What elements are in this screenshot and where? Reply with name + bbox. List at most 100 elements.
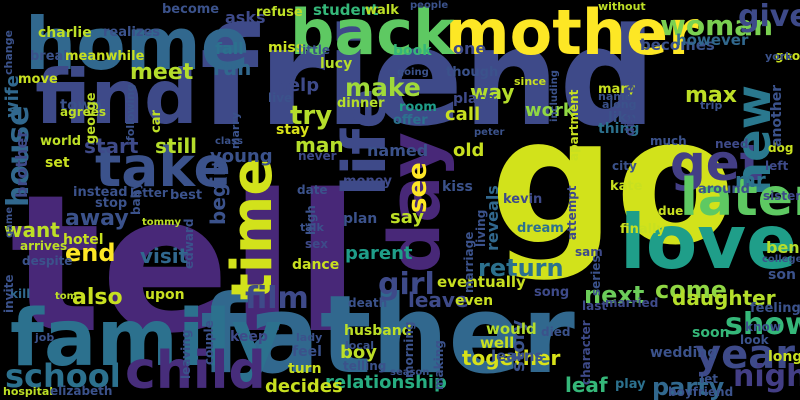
word-son: son bbox=[768, 267, 796, 283]
word-keep: keep bbox=[230, 329, 268, 345]
word-refuse: refuse bbox=[256, 5, 303, 20]
word-finally: finally bbox=[620, 222, 666, 237]
word-invite: invite bbox=[2, 274, 16, 313]
word-place: place bbox=[453, 91, 496, 107]
word-wedding: wedding bbox=[650, 345, 718, 361]
word-apartment: apartment bbox=[567, 89, 581, 161]
word-fall: fall bbox=[215, 39, 244, 58]
word-like: like bbox=[608, 110, 637, 126]
word-next: next bbox=[584, 281, 645, 309]
word-eventually: eventually bbox=[437, 273, 526, 291]
word-people: people bbox=[410, 0, 449, 11]
word-give: give bbox=[738, 0, 800, 34]
word-tell: tell bbox=[10, 154, 360, 375]
word-lady: lady bbox=[296, 331, 323, 344]
word-high: high bbox=[304, 205, 318, 235]
word-move: move bbox=[18, 72, 58, 87]
word-take: take bbox=[95, 135, 231, 199]
word-stop: stop bbox=[95, 196, 128, 211]
word-let: let bbox=[700, 372, 718, 386]
word-marry: marry bbox=[229, 112, 242, 149]
word-brother: brother bbox=[12, 129, 31, 198]
word-year: year bbox=[695, 332, 795, 378]
word-kevin: kevin bbox=[503, 192, 543, 207]
word-living: living bbox=[474, 209, 488, 247]
word-best: best bbox=[170, 188, 203, 203]
word-meanwhile: meanwhile bbox=[65, 49, 145, 64]
word-peter: peter bbox=[474, 127, 505, 138]
word-world: world bbox=[40, 134, 82, 149]
word-local: local bbox=[345, 339, 375, 352]
word-death: death bbox=[348, 296, 388, 310]
word-york: york bbox=[765, 50, 793, 63]
word-another: another bbox=[769, 84, 785, 147]
word-couple: couple bbox=[202, 320, 216, 365]
word-long: long bbox=[768, 349, 800, 365]
word-job: job bbox=[35, 331, 55, 344]
word-friend: friend bbox=[200, 0, 656, 156]
word-school: school bbox=[5, 357, 121, 395]
word-call: call bbox=[445, 104, 481, 125]
word-along: along bbox=[602, 98, 637, 111]
word-agrees: agrees bbox=[60, 105, 107, 119]
word-kate: kate bbox=[610, 179, 643, 194]
word-set: set bbox=[45, 155, 70, 171]
word-dog: dog bbox=[768, 141, 794, 155]
word-hospital: hospital bbox=[3, 385, 54, 398]
word-feel: feel bbox=[292, 344, 322, 360]
word-still: still bbox=[155, 134, 198, 158]
word-say: say bbox=[390, 207, 425, 228]
word-around: around bbox=[698, 182, 750, 197]
word-boy: boy bbox=[340, 342, 377, 363]
word-college: college bbox=[762, 254, 800, 265]
word-meet: meet bbox=[130, 60, 194, 85]
word-end: end bbox=[65, 239, 116, 267]
word-come: come bbox=[655, 276, 727, 304]
word-parent: parent bbox=[345, 243, 413, 264]
word-making: making bbox=[432, 340, 446, 390]
word-ben: ben bbox=[766, 238, 800, 257]
word-live: live bbox=[268, 91, 293, 105]
word-get: get bbox=[670, 134, 764, 192]
word-one: one bbox=[453, 39, 487, 58]
word-though: though bbox=[446, 65, 499, 80]
word-name: name bbox=[598, 90, 633, 103]
word-student: student bbox=[313, 1, 379, 19]
word-book: book bbox=[393, 43, 432, 59]
word-family: family bbox=[10, 294, 283, 384]
word-become: become bbox=[162, 2, 220, 17]
word-character: character bbox=[579, 320, 593, 385]
word-date: date bbox=[297, 183, 328, 197]
word-elizabeth: elizabeth bbox=[50, 384, 113, 398]
word-marriage: marriage bbox=[462, 231, 476, 293]
word-husband: husband bbox=[344, 323, 412, 339]
word-tommy: tommy bbox=[142, 217, 182, 228]
word-upon: upon bbox=[145, 287, 185, 303]
word-named: named bbox=[367, 141, 429, 160]
word-including: including bbox=[549, 70, 560, 122]
word-following: following bbox=[124, 83, 137, 141]
word-return: return bbox=[478, 254, 564, 282]
word-instead: instead bbox=[73, 185, 128, 200]
word-father: father bbox=[200, 273, 575, 398]
word-man: man bbox=[295, 133, 344, 157]
word-soon: soon bbox=[692, 325, 730, 341]
word-feeling: feeling bbox=[750, 301, 800, 316]
word-last: last bbox=[582, 299, 608, 313]
word-make: make bbox=[345, 73, 421, 102]
word-leave: leave bbox=[408, 288, 469, 312]
word-boyfriend: boyfriend bbox=[668, 385, 734, 399]
word-later: later bbox=[680, 168, 800, 228]
word-daughter: daughter bbox=[672, 286, 776, 310]
word-dinner: dinner bbox=[337, 96, 385, 111]
word-play: play bbox=[615, 377, 646, 392]
word-hotel: hotel bbox=[63, 232, 104, 248]
word-town: town bbox=[60, 96, 103, 114]
word-even: even bbox=[455, 293, 494, 309]
word-little: little bbox=[298, 43, 330, 57]
word-see: see bbox=[403, 162, 433, 213]
word-try: try bbox=[290, 101, 333, 131]
word-begin: begin bbox=[206, 161, 230, 225]
word-despite: despite bbox=[22, 254, 73, 268]
